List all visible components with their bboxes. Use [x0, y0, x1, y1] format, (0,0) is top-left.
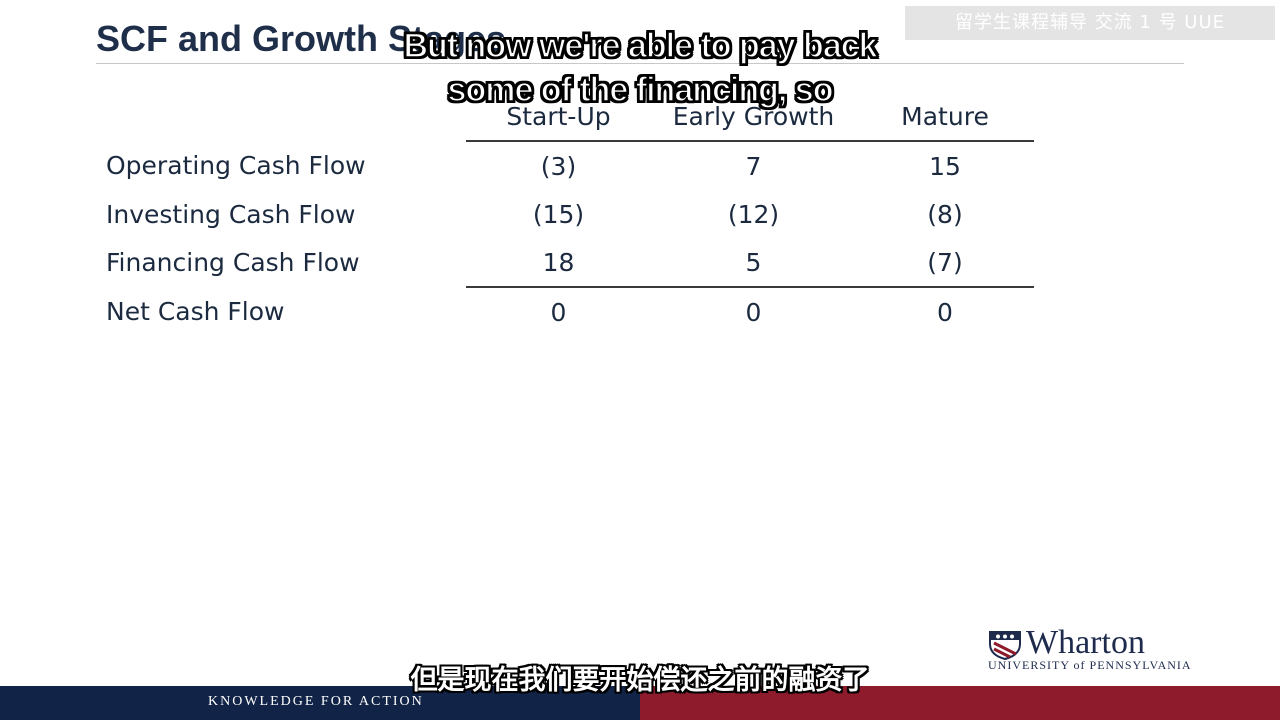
- row-label: Investing Cash Flow: [106, 199, 356, 229]
- table-row-financing: Financing Cash Flow 18 5 (7): [96, 238, 1034, 288]
- table-header-row: Start-Up Early Growth Mature: [96, 92, 1034, 142]
- cell-value: 5: [651, 238, 856, 288]
- cell-value: (3): [540, 151, 577, 181]
- cell-value: (8): [927, 199, 963, 229]
- cell-value: 0: [550, 297, 567, 327]
- logo-wordmark: Wharton: [1026, 624, 1145, 661]
- wharton-logo: Wharton UNIVERSITY of PENNSYLVANIA: [988, 624, 1198, 674]
- header-spacer: [96, 92, 466, 141]
- penn-shield-icon: [989, 631, 1021, 660]
- footer-bar-navy: KNOWLEDGE FOR ACTION: [0, 686, 640, 720]
- column-header-early-growth: Early Growth: [651, 92, 856, 142]
- cell-value: 0: [937, 297, 953, 327]
- cell-value: 7: [745, 151, 762, 181]
- cash-flow-table: Start-Up Early Growth Mature Operating C…: [96, 92, 1034, 336]
- cell-value: 15: [929, 151, 961, 181]
- footer-tagline: KNOWLEDGE FOR ACTION: [208, 694, 424, 709]
- watermark-overlay: 留学生课程辅导 交流 1 号 UUE: [905, 6, 1275, 40]
- cell-value: (15): [532, 199, 585, 229]
- cell-value: 18: [466, 238, 651, 288]
- table-row-investing: Investing Cash Flow (15) (12) (8): [96, 190, 1034, 238]
- chinese-subtitle: 但是现在我们要开始偿还之前的融资了: [410, 665, 870, 696]
- row-label: Financing Cash Flow: [106, 248, 360, 277]
- row-label: Operating Cash Flow: [106, 151, 366, 180]
- title-divider: [96, 63, 1184, 64]
- column-header-start-up: Start-Up: [466, 92, 651, 142]
- cell-value: (12): [727, 199, 780, 229]
- cell-value: 0: [745, 297, 762, 327]
- row-label: Net Cash Flow: [106, 297, 285, 326]
- table-row-net: Net Cash Flow 0 0 0: [96, 287, 1034, 336]
- column-header-mature: Mature: [856, 92, 1034, 142]
- footer-bar-crimson: [640, 686, 1280, 720]
- english-subtitle-line-1: But now we're able to pay back: [403, 26, 879, 66]
- slide-title: SCF and Growth Stages: [96, 18, 507, 59]
- table-row-operating: Operating Cash Flow (3) 7 15: [96, 141, 1034, 190]
- cell-value: (7): [856, 238, 1034, 288]
- logo-subtitle: UNIVERSITY of PENNSYLVANIA: [988, 658, 1192, 672]
